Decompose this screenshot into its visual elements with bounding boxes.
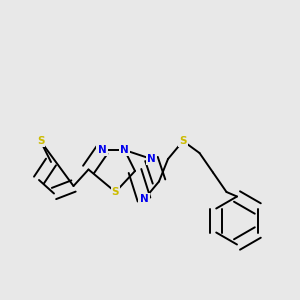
Text: S: S [37,136,44,146]
Text: N: N [120,145,129,155]
Text: N: N [147,154,156,164]
Text: S: S [112,187,119,197]
Text: N: N [140,194,148,205]
Text: S: S [179,136,187,146]
Text: N: N [98,145,106,155]
